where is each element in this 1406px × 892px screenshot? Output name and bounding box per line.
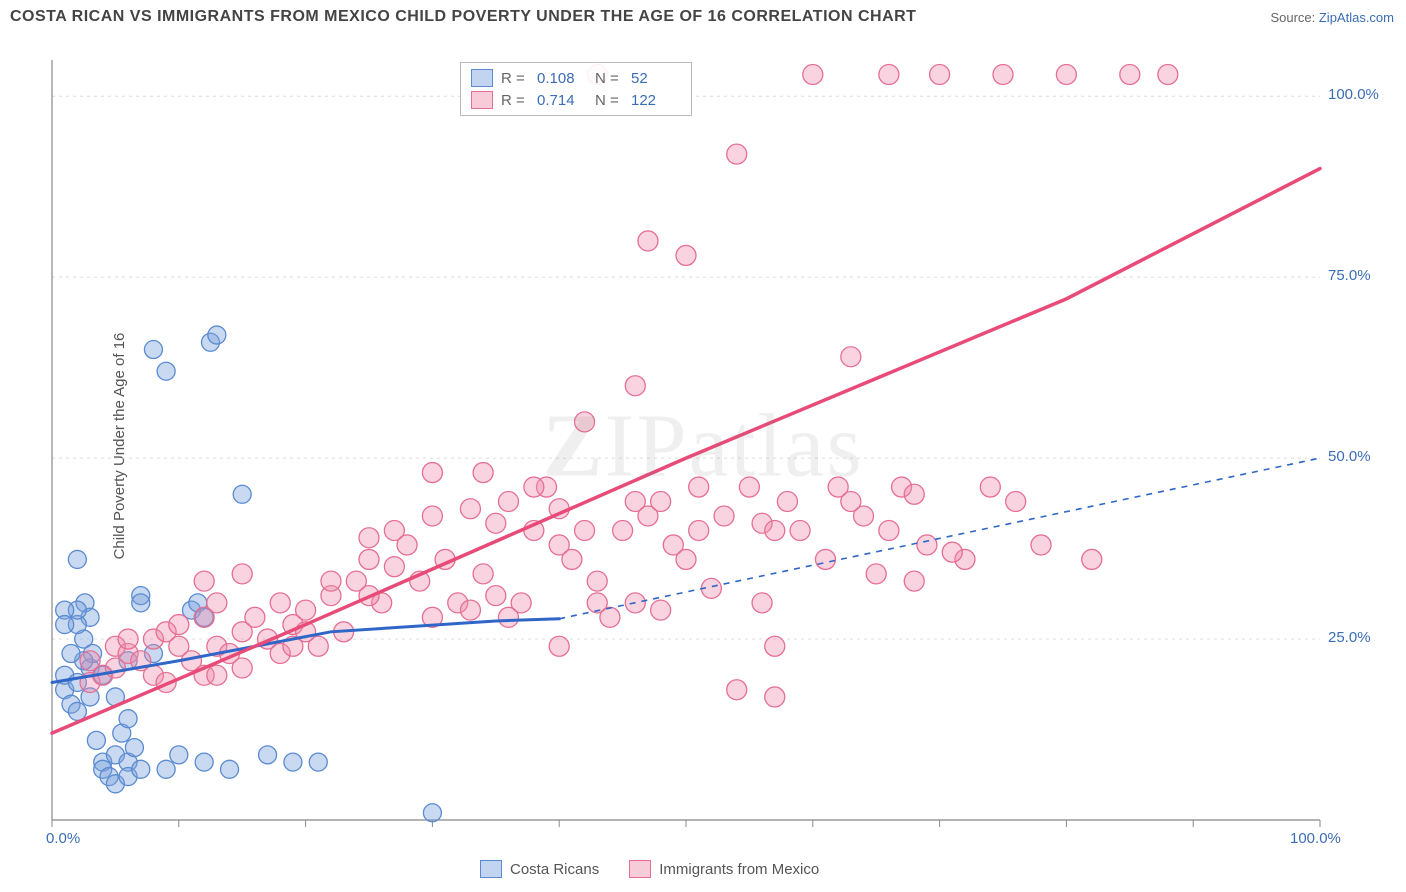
- stats-legend: R = 0.108 N = 52 R = 0.714 N = 122: [460, 62, 692, 116]
- stat-label-n: N =: [595, 70, 623, 87]
- stats-legend-row: R = 0.108 N = 52: [471, 67, 681, 89]
- stat-label-r: R =: [501, 92, 529, 109]
- y-tick-label: 75.0%: [1328, 267, 1371, 284]
- stat-label-n: N =: [595, 92, 623, 109]
- y-tick-label: 50.0%: [1328, 448, 1371, 465]
- stat-value-n: 52: [631, 70, 681, 87]
- legend-swatch: [629, 860, 651, 878]
- y-tick-label: 25.0%: [1328, 629, 1371, 646]
- series-legend-label: Immigrants from Mexico: [659, 861, 819, 878]
- source-prefix: Source:: [1270, 10, 1318, 25]
- series-legend-label: Costa Ricans: [510, 861, 599, 878]
- series-legend: Costa Ricans Immigrants from Mexico: [480, 860, 819, 878]
- legend-swatch: [471, 91, 493, 109]
- y-tick-label: 100.0%: [1328, 86, 1379, 103]
- source-link[interactable]: ZipAtlas.com: [1319, 10, 1394, 25]
- source-attribution: Source: ZipAtlas.com: [1270, 10, 1394, 25]
- series-legend-item: Costa Ricans: [480, 860, 599, 878]
- series-legend-item: Immigrants from Mexico: [629, 860, 819, 878]
- stat-value-r: 0.108: [537, 70, 587, 87]
- x-tick-label: 0.0%: [46, 830, 80, 847]
- stat-value-n: 122: [631, 92, 681, 109]
- legend-swatch: [480, 860, 502, 878]
- legend-swatch: [471, 69, 493, 87]
- stats-legend-row: R = 0.714 N = 122: [471, 89, 681, 111]
- stat-label-r: R =: [501, 70, 529, 87]
- page-title: COSTA RICAN VS IMMIGRANTS FROM MEXICO CH…: [10, 8, 916, 26]
- stat-value-r: 0.714: [537, 92, 587, 109]
- correlation-scatter-chart: [50, 55, 1380, 845]
- x-tick-label: 100.0%: [1290, 830, 1341, 847]
